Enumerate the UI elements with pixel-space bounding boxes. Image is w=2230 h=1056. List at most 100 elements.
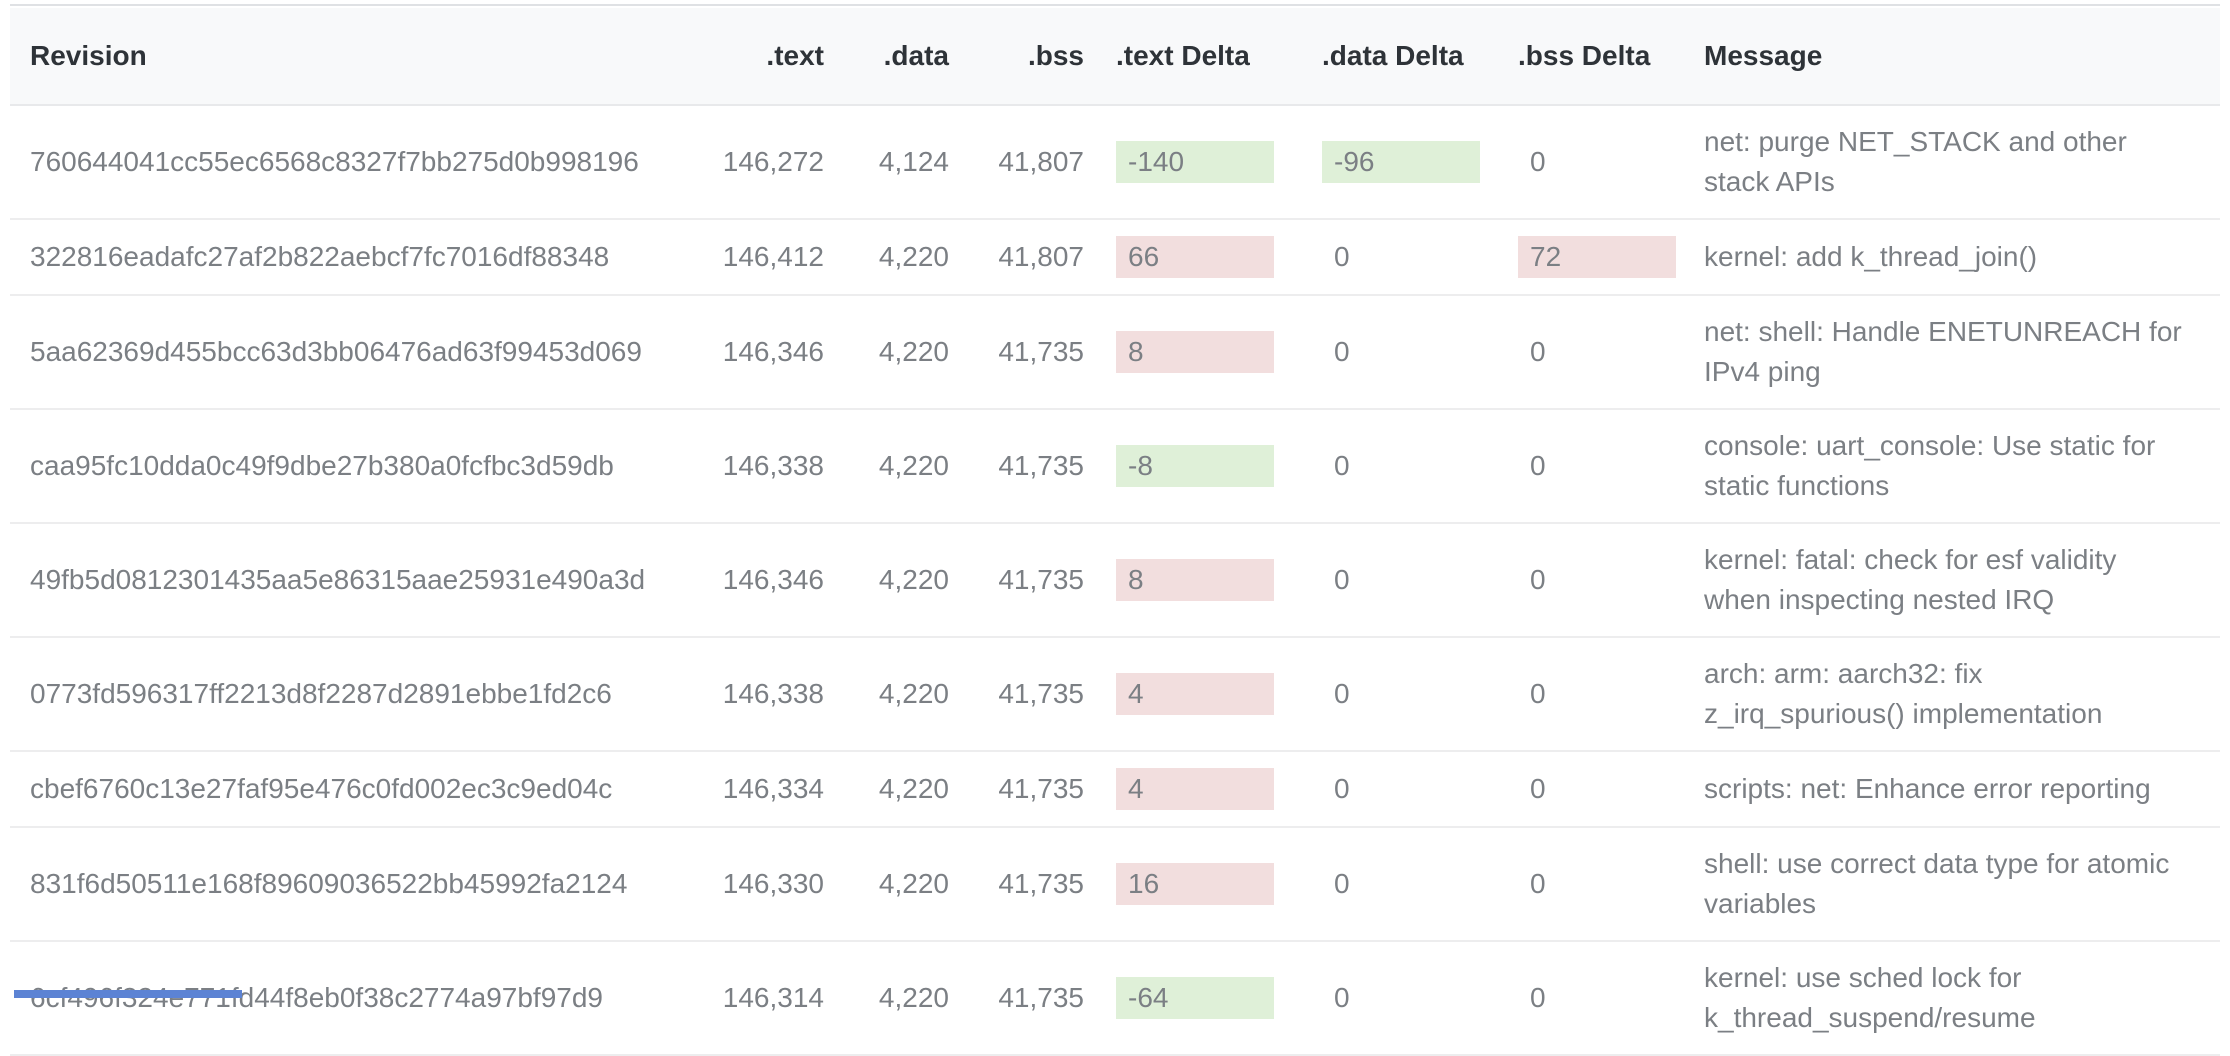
revision-cell: 760644041cc55ec6568c8327f7bb275d0b998196 — [10, 105, 710, 219]
bss-size-cell: 41,735 — [955, 295, 1090, 409]
delta-pill: 4 — [1116, 673, 1274, 715]
delta-pill: -64 — [1116, 977, 1274, 1019]
data-delta-cell: 0 — [1296, 941, 1492, 1055]
bss-delta-cell: 0 — [1492, 523, 1688, 637]
table-row: cbef6760c13e27faf95e476c0fd002ec3c9ed04c… — [10, 751, 2220, 827]
text-size-cell: 146,272 — [710, 105, 830, 219]
delta-value: 0 — [1518, 673, 1688, 715]
footprint-report-table: Revision.text.data.bss.text Delta.data D… — [10, 8, 2220, 1056]
delta-pill: 72 — [1518, 236, 1676, 278]
revision-cell: 49fb5d0812301435aa5e86315aae25931e490a3d — [10, 523, 710, 637]
bss-size-cell: 41,735 — [955, 827, 1090, 941]
delta-value: 0 — [1518, 141, 1688, 183]
delta-value: 0 — [1322, 673, 1492, 715]
col-header-data: .data — [830, 8, 955, 105]
message-cell: kernel: use sched lock for k_thread_susp… — [1688, 941, 2220, 1055]
text-delta-cell: 8 — [1090, 523, 1296, 637]
bss-size-cell: 41,807 — [955, 219, 1090, 295]
data-size-cell: 4,220 — [830, 827, 955, 941]
table-body: 760644041cc55ec6568c8327f7bb275d0b998196… — [10, 105, 2220, 1055]
table-row: 831f6d50511e168f89609036522bb45992fa2124… — [10, 827, 2220, 941]
delta-value: 0 — [1322, 236, 1492, 278]
text-delta-cell: -140 — [1090, 105, 1296, 219]
bss-size-cell: 41,735 — [955, 409, 1090, 523]
revision-cell: 6cf496f324e771fd44f8eb0f38c2774a97bf97d9 — [10, 941, 710, 1055]
col-header-revision: Revision — [10, 8, 710, 105]
table-row: 760644041cc55ec6568c8327f7bb275d0b998196… — [10, 105, 2220, 219]
table-row: 322816eadafc27af2b822aebcf7fc7016df88348… — [10, 219, 2220, 295]
delta-pill: 16 — [1116, 863, 1274, 905]
data-delta-cell: 0 — [1296, 219, 1492, 295]
bss-size-cell: 41,735 — [955, 941, 1090, 1055]
data-size-cell: 4,220 — [830, 637, 955, 751]
text-size-cell: 146,334 — [710, 751, 830, 827]
table-row: caa95fc10dda0c49f9dbe27b380a0fcfbc3d59db… — [10, 409, 2220, 523]
table-row: 5aa62369d455bcc63d3bb06476ad63f99453d069… — [10, 295, 2220, 409]
bss-size-cell: 41,735 — [955, 637, 1090, 751]
text-delta-cell: 16 — [1090, 827, 1296, 941]
delta-value: 0 — [1322, 768, 1492, 810]
message-cell: net: purge NET_STACK and other stack API… — [1688, 105, 2220, 219]
revision-cell: 0773fd596317ff2213d8f2287d2891ebbe1fd2c6 — [10, 637, 710, 751]
delta-value: 0 — [1518, 977, 1688, 1019]
text-delta-cell: 66 — [1090, 219, 1296, 295]
delta-value: 0 — [1518, 768, 1688, 810]
text-delta-cell: 8 — [1090, 295, 1296, 409]
data-delta-cell: 0 — [1296, 523, 1492, 637]
data-size-cell: 4,220 — [830, 295, 955, 409]
message-cell: shell: use correct data type for atomic … — [1688, 827, 2220, 941]
delta-pill: -140 — [1116, 141, 1274, 183]
table-row: 49fb5d0812301435aa5e86315aae25931e490a3d… — [10, 523, 2220, 637]
data-size-cell: 4,220 — [830, 219, 955, 295]
message-cell: kernel: add k_thread_join() — [1688, 219, 2220, 295]
bss-size-cell: 41,807 — [955, 105, 1090, 219]
text-size-cell: 146,330 — [710, 827, 830, 941]
message-cell: kernel: fatal: check for esf validity wh… — [1688, 523, 2220, 637]
delta-value: 0 — [1322, 977, 1492, 1019]
delta-pill: 66 — [1116, 236, 1274, 278]
text-size-cell: 146,338 — [710, 637, 830, 751]
text-delta-cell: 4 — [1090, 637, 1296, 751]
accent-bar — [14, 990, 242, 998]
message-cell: console: uart_console: Use static for st… — [1688, 409, 2220, 523]
col-header-bss-delta: .bss Delta — [1492, 8, 1688, 105]
delta-value: 0 — [1518, 331, 1688, 373]
delta-value: 0 — [1518, 445, 1688, 487]
delta-pill: -8 — [1116, 445, 1274, 487]
delta-value: 0 — [1322, 331, 1492, 373]
delta-value: 0 — [1322, 445, 1492, 487]
bss-size-cell: 41,735 — [955, 523, 1090, 637]
col-header-data-delta: .data Delta — [1296, 8, 1492, 105]
revision-cell: cbef6760c13e27faf95e476c0fd002ec3c9ed04c — [10, 751, 710, 827]
text-delta-cell: 4 — [1090, 751, 1296, 827]
table-header-row: Revision.text.data.bss.text Delta.data D… — [10, 8, 2220, 105]
delta-value: 0 — [1322, 559, 1492, 601]
bss-delta-cell: 0 — [1492, 637, 1688, 751]
data-delta-cell: -96 — [1296, 105, 1492, 219]
table-row: 6cf496f324e771fd44f8eb0f38c2774a97bf97d9… — [10, 941, 2220, 1055]
bss-delta-cell: 0 — [1492, 941, 1688, 1055]
col-header-bss: .bss — [955, 8, 1090, 105]
bss-delta-cell: 0 — [1492, 827, 1688, 941]
data-size-cell: 4,124 — [830, 105, 955, 219]
delta-value: 0 — [1518, 559, 1688, 601]
data-delta-cell: 0 — [1296, 295, 1492, 409]
delta-pill: 4 — [1116, 768, 1274, 810]
text-delta-cell: -8 — [1090, 409, 1296, 523]
delta-pill: 8 — [1116, 331, 1274, 373]
delta-value: 0 — [1518, 863, 1688, 905]
revision-cell: 831f6d50511e168f89609036522bb45992fa2124 — [10, 827, 710, 941]
revision-cell: 5aa62369d455bcc63d3bb06476ad63f99453d069 — [10, 295, 710, 409]
data-delta-cell: 0 — [1296, 409, 1492, 523]
data-delta-cell: 0 — [1296, 637, 1492, 751]
data-delta-cell: 0 — [1296, 751, 1492, 827]
revision-cell: caa95fc10dda0c49f9dbe27b380a0fcfbc3d59db — [10, 409, 710, 523]
data-size-cell: 4,220 — [830, 409, 955, 523]
data-size-cell: 4,220 — [830, 523, 955, 637]
bss-delta-cell: 0 — [1492, 105, 1688, 219]
col-header-message: Message — [1688, 8, 2220, 105]
text-size-cell: 146,346 — [710, 295, 830, 409]
bss-delta-cell: 0 — [1492, 295, 1688, 409]
col-header-text: .text — [710, 8, 830, 105]
delta-pill: 8 — [1116, 559, 1274, 601]
